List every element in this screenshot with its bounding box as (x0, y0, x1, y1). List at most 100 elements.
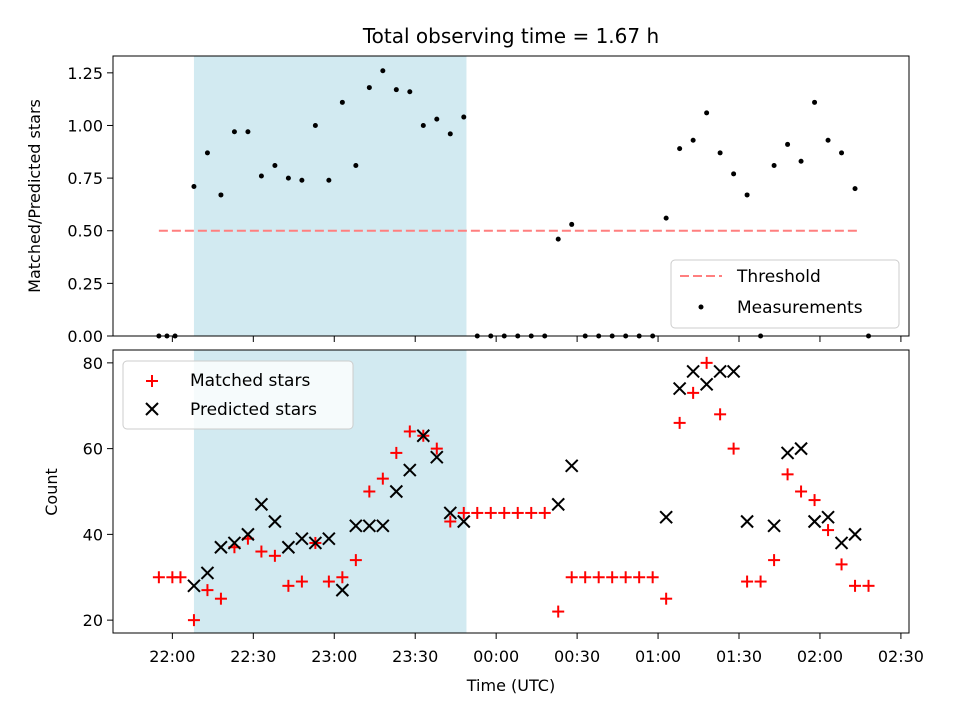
predicted-star-point (214, 540, 228, 554)
predicted-star-point (740, 514, 754, 529)
matched-star-point (700, 356, 713, 369)
measurement-point (299, 177, 305, 183)
matched-star-point (849, 579, 862, 592)
x-axis-label: Time (UTC) (466, 676, 555, 695)
y-tick-label: 0.50 (67, 222, 103, 241)
measurement-point (677, 146, 683, 152)
measurement-point (569, 221, 575, 227)
measurement-point (191, 184, 197, 190)
legend-predicted-label: Predicted stars (190, 400, 317, 420)
measurement-point (420, 122, 426, 128)
matched-star-point (444, 515, 457, 528)
y-tick-label: 80 (83, 354, 103, 373)
matched-star-point (457, 506, 470, 519)
measurement-point (353, 162, 359, 168)
predicted-star-point (416, 429, 431, 443)
predicted-stars-points (187, 364, 862, 597)
predicted-star-point (659, 510, 673, 524)
y-tick-label: 1.25 (67, 64, 103, 83)
measurement-point (771, 162, 777, 168)
y-tick-label: 40 (83, 525, 103, 544)
measurement-point (717, 150, 723, 156)
bottom-y-axis-label: Count (42, 468, 61, 516)
predicted-star-point (457, 514, 471, 529)
matched-star-point (214, 592, 227, 605)
matched-star-point (403, 425, 416, 438)
y-tick-label: 20 (83, 611, 103, 630)
predicted-star-point (821, 510, 835, 524)
matched-star-point (336, 571, 349, 584)
x-tick-label: 01:30 (716, 647, 762, 666)
top-legend-box (670, 259, 900, 329)
matched-star-point (781, 468, 794, 481)
predicted-star-point (672, 381, 687, 396)
matched-star-point (201, 584, 214, 597)
measurement-point (785, 141, 791, 147)
matched-star-point (565, 571, 578, 584)
matched-star-point (619, 571, 632, 584)
measurement-point (461, 114, 467, 120)
measurement-point (744, 192, 750, 198)
chart-title: Total observing time = 1.67 h (362, 24, 659, 48)
matched-stars-points (152, 356, 875, 627)
top-legend: Threshold Measurements (670, 259, 900, 329)
matched-star-point (538, 506, 551, 519)
predicted-star-point (699, 377, 714, 392)
predicted-star-point (362, 519, 377, 533)
legend-measurements-label: Measurements (737, 298, 863, 318)
y-tick-label: 0.75 (67, 169, 103, 188)
y-tick-label: 0.25 (67, 274, 103, 293)
measurement-point (663, 215, 669, 221)
predicted-star-point (376, 519, 390, 533)
measurement-point (272, 162, 278, 168)
measurement-point (798, 158, 804, 164)
predicted-star-point (389, 484, 404, 499)
measurement-point (434, 116, 440, 122)
top-axes-frame (112, 55, 910, 337)
predicted-star-point (227, 536, 242, 550)
measurement-point (731, 171, 737, 177)
matched-star-point (579, 571, 592, 584)
x-tick-label: 02:30 (878, 647, 924, 666)
predicted-star-point (551, 497, 565, 512)
predicted-star-point (335, 583, 350, 597)
predicted-star-point (767, 519, 781, 533)
measurement-point (258, 173, 264, 179)
measurement-point (407, 89, 413, 95)
x-tick-label: 00:00 (473, 647, 519, 666)
matched-star-point (741, 575, 754, 588)
legend-matched-label: Matched stars (190, 371, 310, 391)
x-tick-label: 01:00 (635, 647, 681, 666)
bottom-x-axis: 22:00 22:30 23:00 23:30 00:00 00:30 01:00 01:30… (149, 633, 924, 666)
predicted-star-point (780, 446, 795, 460)
matched-star-point (808, 494, 821, 507)
matched-star-point (646, 571, 659, 584)
predicted-star-point (200, 566, 215, 580)
measurement-points (156, 68, 872, 339)
bottom-legend: Matched stars Predicted stars (122, 360, 354, 430)
measurement-point (852, 186, 858, 192)
bottom-y-axis: 20 40 60 80 (83, 354, 113, 630)
measurement-point (245, 129, 251, 135)
matched-star-point (282, 579, 295, 592)
measurement-point (312, 122, 318, 128)
measurement-point (326, 177, 332, 183)
predicted-star-point (443, 506, 457, 520)
top-x-ticks (171, 336, 902, 342)
predicted-star-point (254, 497, 269, 512)
measurement-point (555, 236, 561, 242)
legend-threshold-label: Threshold (736, 267, 821, 287)
measurement-point (839, 150, 845, 156)
measurement-point (380, 68, 386, 74)
measurement-point (285, 175, 291, 181)
x-tick-label: 23:30 (392, 647, 438, 666)
x-tick-label: 22:30 (230, 647, 276, 666)
matched-star-point (673, 416, 686, 429)
predicted-star-point (807, 514, 822, 529)
matched-star-point (687, 386, 700, 399)
measurement-point (704, 110, 710, 116)
matched-star-point (471, 506, 484, 519)
top-shaded-interval (193, 56, 467, 336)
matched-star-point (255, 545, 268, 558)
